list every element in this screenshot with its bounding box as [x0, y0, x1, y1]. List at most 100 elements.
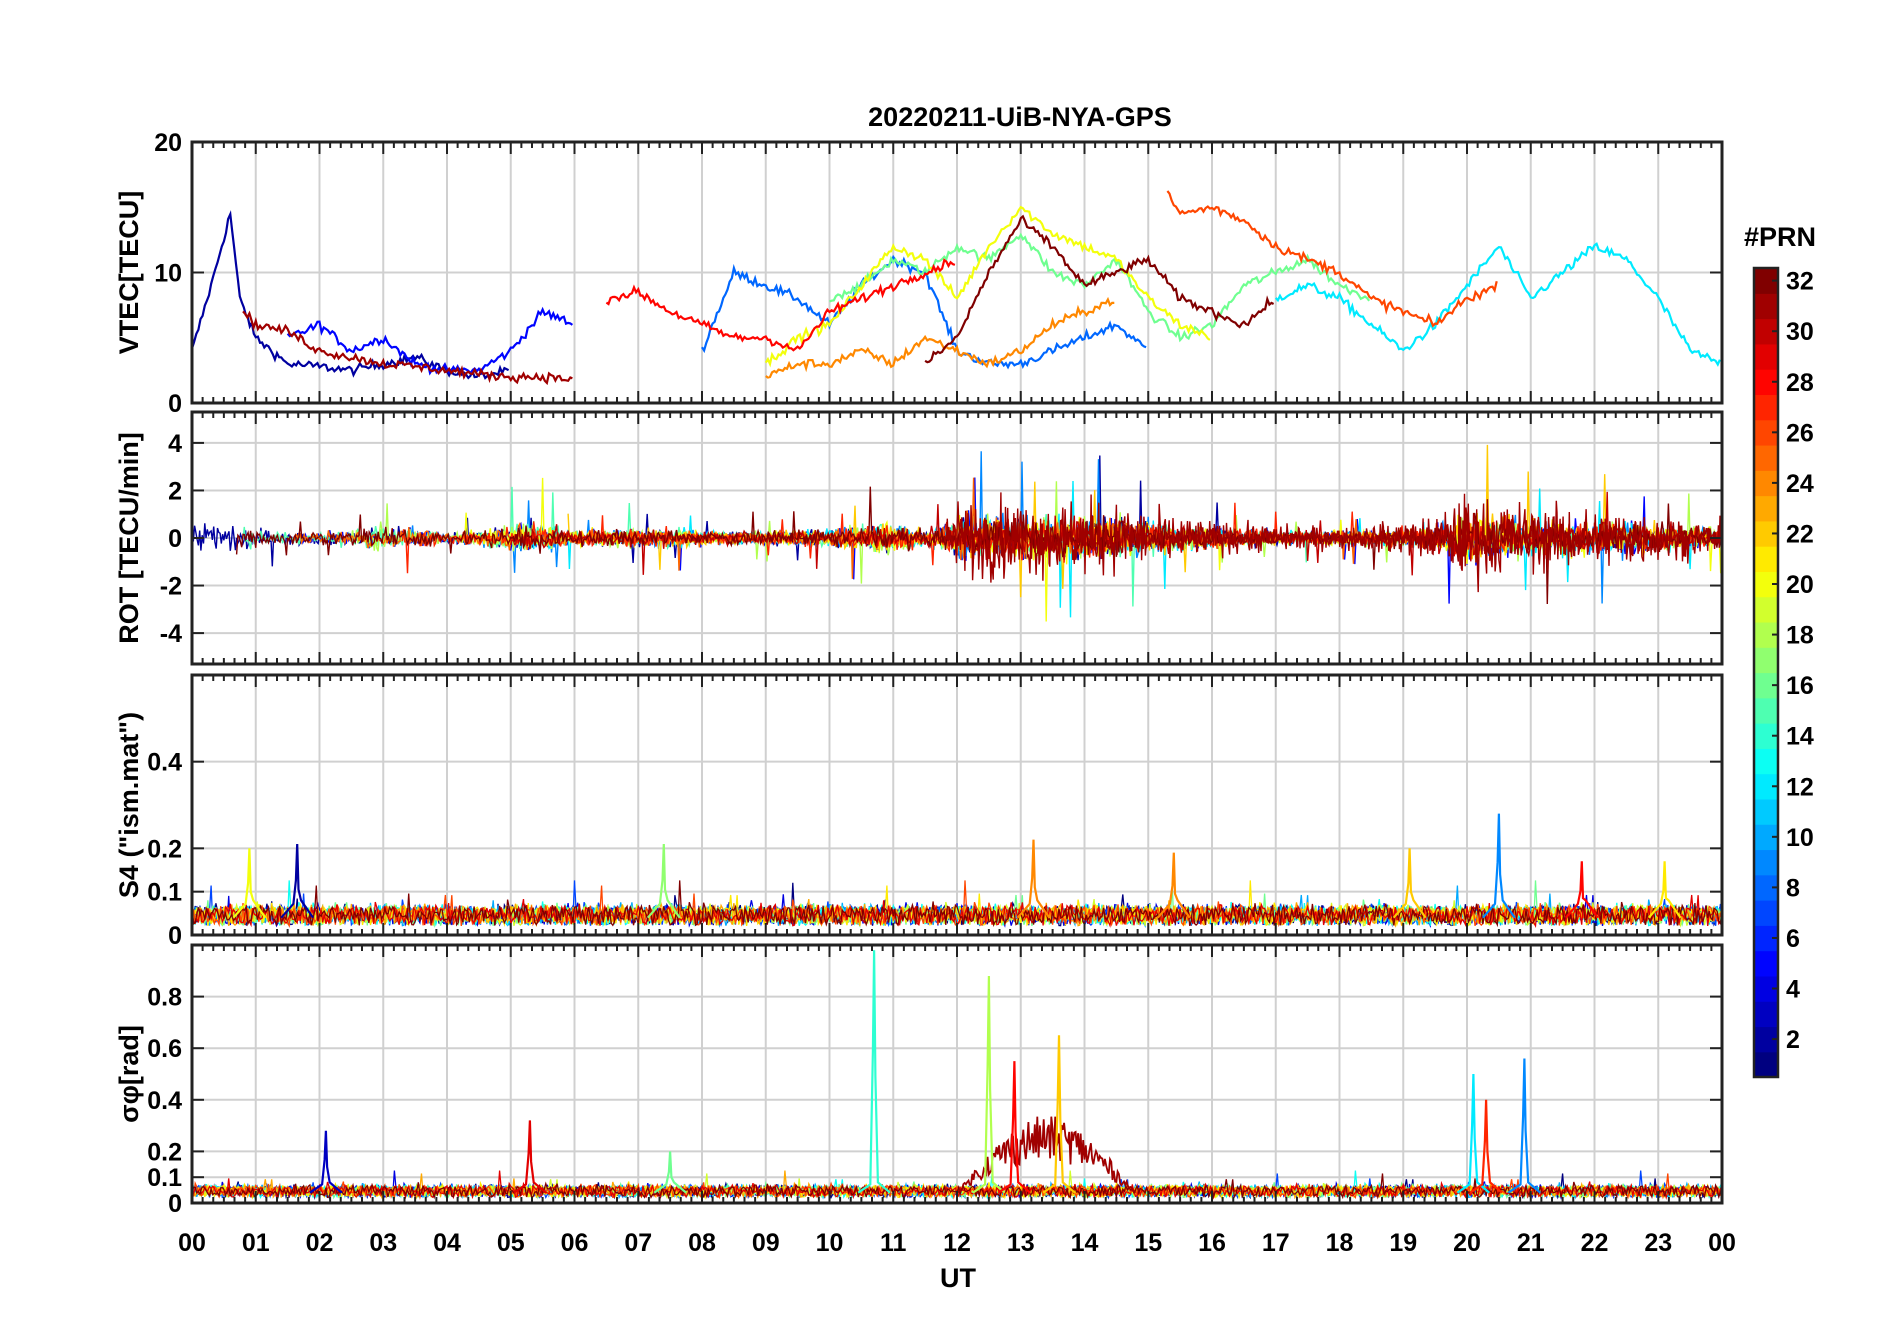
- grid: [192, 675, 1722, 935]
- peak-mark: [646, 843, 681, 919]
- x-tick-label: 06: [561, 1229, 589, 1257]
- x-tick-label: 09: [752, 1229, 780, 1257]
- peak-mark: [280, 843, 315, 919]
- y-tick-label: 2: [168, 477, 182, 505]
- x-tick-label: 23: [1644, 1229, 1672, 1257]
- colorbar-tick-label: 8: [1786, 874, 1800, 902]
- y-tick-label: -4: [160, 620, 182, 648]
- x-tick-label: 02: [306, 1229, 334, 1257]
- colorbar-tick-label: 10: [1786, 824, 1814, 852]
- series-prn-31: [242, 310, 573, 386]
- y-tick-label: 0.1: [147, 879, 182, 907]
- colorbar-segment: [1754, 1051, 1778, 1078]
- colorbar-segment: [1754, 546, 1778, 572]
- colorbar-tick-label: 14: [1786, 723, 1814, 751]
- y-axis-label: S4 ("ism.mat"): [114, 712, 144, 898]
- colorbar-frame: [1752, 266, 1780, 1079]
- colorbar-segment: [1754, 1001, 1778, 1028]
- series-prn-32: [924, 214, 1275, 364]
- active-band: [956, 1116, 1137, 1194]
- y-tick-label: 0.2: [147, 835, 182, 863]
- peak-mark: [309, 1130, 343, 1194]
- colorbar-segment: [1754, 950, 1778, 977]
- peak-mark: [857, 950, 891, 1194]
- y-tick-label: 0.6: [147, 1035, 182, 1063]
- colorbar-segment: [1754, 495, 1778, 522]
- panel-vtec: 0 10 20 VTEC[TECU]: [114, 129, 1724, 418]
- colorbar-label: #PRN: [1744, 222, 1816, 252]
- x-tick-label: 16: [1198, 1229, 1226, 1257]
- series-prn-32: [192, 880, 1722, 928]
- colorbar-tick-label: 24: [1786, 470, 1814, 498]
- colorbar-tick-label: 12: [1786, 773, 1814, 801]
- ticks: [191, 141, 1723, 404]
- x-tick-label: 21: [1517, 1229, 1545, 1257]
- panel-rot: -4 -2 0 2 4 ROT [TECU/min]: [114, 410, 1724, 666]
- colorbar-tick-label: 22: [1786, 520, 1814, 548]
- colorbar-tick-label: 30: [1786, 318, 1814, 346]
- colorbar-tick-label: 4: [1786, 976, 1800, 1004]
- peak-mark: [1482, 813, 1516, 919]
- colorbar-segment: [1754, 900, 1778, 926]
- x-axis-label: UT: [940, 1263, 976, 1293]
- colorbar-segment: [1754, 394, 1778, 421]
- ticks: [191, 412, 1723, 664]
- plot-area: [192, 190, 1721, 386]
- colorbar-segment: [1754, 343, 1778, 370]
- y-tick-label: 0: [168, 390, 182, 418]
- x-tick-label: 17: [1262, 1229, 1290, 1257]
- y-tick-label: 0: [168, 525, 182, 553]
- x-tick-label: 07: [624, 1229, 652, 1257]
- peak-mark: [1564, 861, 1599, 919]
- y-axis-label: σφ[rad]: [114, 1025, 144, 1123]
- colorbar-tick-label: 6: [1786, 925, 1800, 953]
- series-prn-28: [605, 258, 956, 352]
- series-prn-2: [192, 210, 510, 380]
- x-tick-label: 18: [1326, 1229, 1354, 1257]
- colorbar-segment: [1754, 798, 1778, 825]
- colorbar-segment: [1754, 647, 1778, 674]
- x-tick-label: 12: [943, 1229, 971, 1257]
- x-tick-label: 05: [497, 1229, 525, 1257]
- colorbar-tick-label: 32: [1786, 268, 1814, 296]
- x-tick-label: 08: [688, 1229, 716, 1257]
- series-prn-20: [764, 205, 1211, 368]
- series-prn-31: [943, 492, 1722, 593]
- peak-mark: [1042, 1035, 1076, 1194]
- series-prn-26: [1166, 190, 1498, 328]
- colorbar-tick-label: 2: [1786, 1026, 1800, 1054]
- grid: [192, 945, 1722, 1203]
- peak-mark: [232, 848, 267, 919]
- ticks: [191, 675, 1723, 936]
- peak-mark: [1456, 1073, 1491, 1194]
- peak-mark: [1016, 839, 1051, 919]
- x-tick-label: 14: [1071, 1229, 1099, 1257]
- y-tick-label: 0.4: [147, 749, 182, 777]
- peak-mark: [972, 975, 1006, 1194]
- series-prn-12: [1274, 242, 1721, 367]
- x-tick-label: 10: [816, 1229, 844, 1257]
- y-tick-label: 0.2: [147, 1138, 182, 1166]
- peak-mark: [1392, 848, 1427, 919]
- y-tick-label: 0.1: [147, 1164, 182, 1192]
- x-tick-label: 15: [1134, 1229, 1162, 1257]
- peak-mark: [1647, 861, 1682, 919]
- figure-title: 20220211-UiB-NYA-GPS: [868, 102, 1172, 132]
- x-tick-label: 01: [242, 1229, 270, 1257]
- x-tick-label: 00: [1708, 1229, 1736, 1257]
- y-tick-label: 4: [168, 430, 182, 458]
- y-tick-label: -2: [160, 573, 182, 601]
- colorbar-tick-label: 28: [1786, 369, 1814, 397]
- peak-mark: [997, 1061, 1032, 1194]
- x-tick-label: 20: [1453, 1229, 1481, 1257]
- colorbar-tick-label: 20: [1786, 571, 1814, 599]
- x-tick-label: 00: [178, 1229, 206, 1257]
- series-prn-5: [286, 306, 574, 376]
- colorbar-segment: [1754, 849, 1778, 876]
- x-tick-label: 04: [433, 1229, 461, 1257]
- series-prn-24: [765, 296, 1115, 379]
- colorbar-segment: [1754, 444, 1778, 471]
